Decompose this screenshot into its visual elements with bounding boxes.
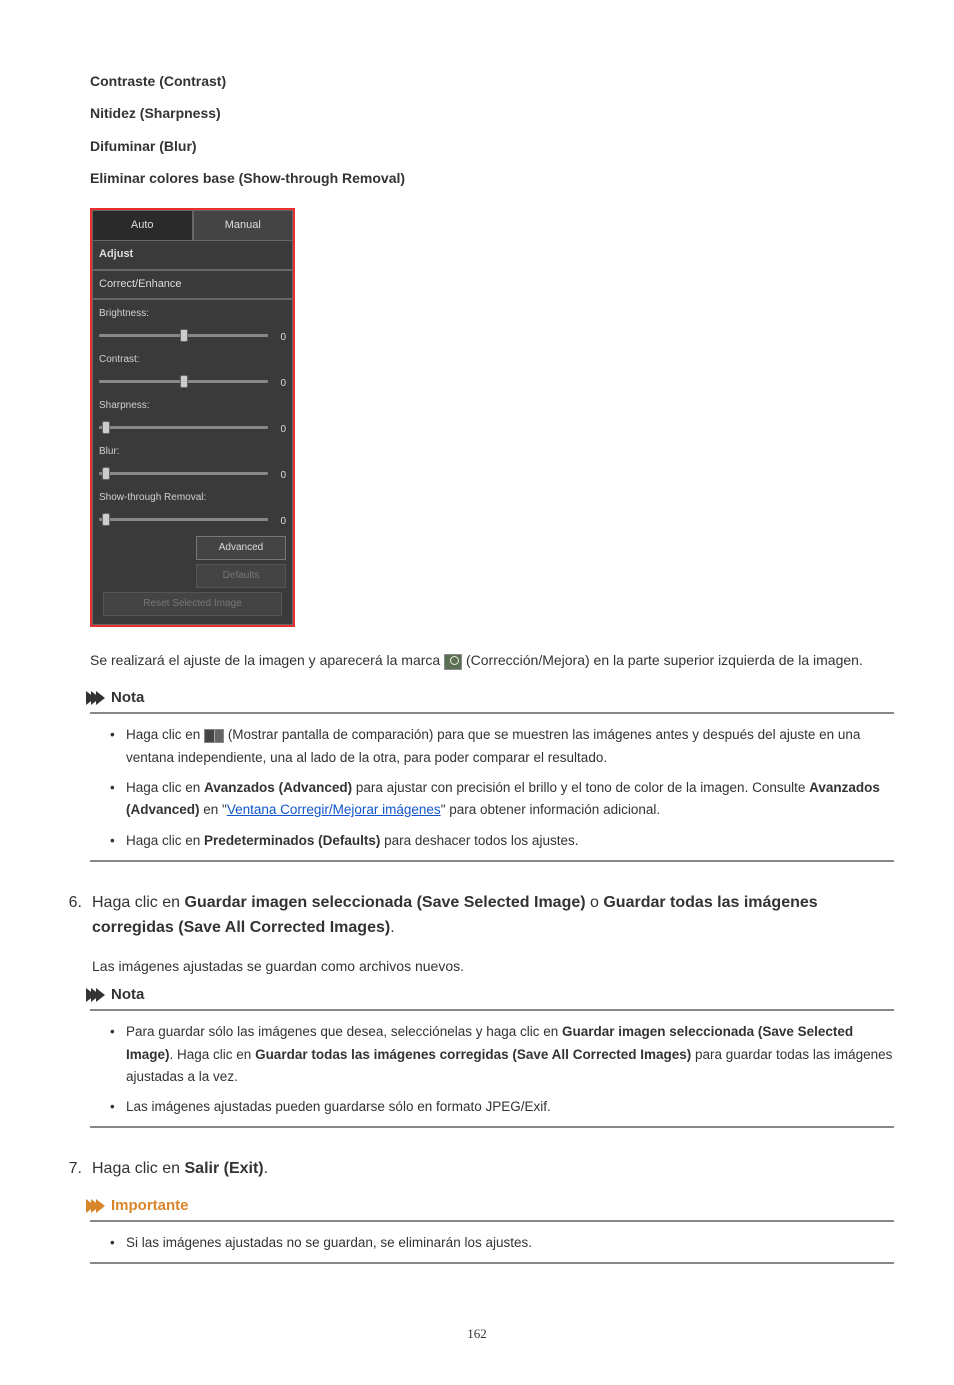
slider-label: Brightness: [99, 306, 286, 322]
slider-row-3: Blur: 0 [99, 444, 286, 484]
note-label: Nota [111, 983, 144, 1007]
note1-item-1: Haga clic en (Mostrar pantalla de compar… [126, 724, 894, 769]
slider-value: 0 [274, 462, 286, 484]
correct-enhance-icon [444, 654, 462, 670]
slider-row-2: Sharpness: 0 [99, 398, 286, 438]
paragraph-adjust-result: Se realizará el ajuste de la imagen y ap… [90, 649, 894, 672]
text-post: (Corrección/Mejora) en la parte superior… [466, 652, 863, 668]
note-divider-bottom [90, 1126, 894, 1128]
note-divider [90, 1009, 894, 1011]
slider-row-1: Contrast: 0 [99, 352, 286, 392]
step-6-number: 6. [60, 890, 92, 941]
slider-row-4: Show-through Removal: 0 [99, 490, 286, 530]
slider-value: 0 [274, 508, 286, 530]
slider-thumb[interactable] [102, 421, 110, 434]
settings-heading-list: Contraste (Contrast) Nitidez (Sharpness)… [90, 70, 894, 190]
note-arrows-icon [90, 988, 105, 1002]
heading-contrast: Contraste (Contrast) [90, 70, 894, 92]
tab-manual[interactable]: Manual [193, 210, 294, 241]
slider-value: 0 [274, 370, 286, 392]
step-6: 6. Haga clic en Guardar imagen seleccion… [60, 890, 894, 941]
slider-track[interactable] [99, 472, 268, 475]
slider-thumb[interactable] [180, 375, 188, 388]
slider-track[interactable] [99, 426, 268, 429]
section-adjust[interactable]: Adjust [92, 240, 293, 270]
heading-showthrough: Eliminar colores base (Show-through Remo… [90, 167, 894, 189]
slider-track[interactable] [99, 334, 268, 337]
slider-row-0: Brightness: 0 [99, 306, 286, 346]
note-box-1: Nota Haga clic en (Mostrar pantalla de c… [90, 686, 894, 861]
reset-selected-image-button[interactable]: Reset Selected Image [103, 592, 282, 616]
slider-thumb[interactable] [102, 467, 110, 480]
slider-label: Contrast: [99, 352, 286, 368]
slider-thumb[interactable] [102, 513, 110, 526]
tab-auto[interactable]: Auto [92, 210, 193, 241]
important-label: Importante [111, 1194, 189, 1218]
advanced-button[interactable]: Advanced [196, 536, 286, 560]
note-arrows-icon [90, 691, 105, 705]
adjust-panel: Auto Manual Adjust Correct/Enhance Brigh… [90, 208, 295, 628]
slider-label: Blur: [99, 444, 286, 460]
slider-track[interactable] [99, 518, 268, 521]
step-6-body: Haga clic en Guardar imagen seleccionada… [92, 890, 894, 941]
heading-blur: Difuminar (Blur) [90, 135, 894, 157]
important-item-1: Si las imágenes ajustadas no se guardan,… [126, 1232, 894, 1254]
note-divider-bottom [90, 860, 894, 862]
note-divider [90, 712, 894, 714]
step-7: 7. Haga clic en Salir (Exit). [60, 1156, 894, 1182]
note2-item-2: Las imágenes ajustadas pueden guardarse … [126, 1096, 894, 1118]
note1-item-3: Haga clic en Predeterminados (Defaults) … [126, 830, 894, 852]
important-divider [90, 1220, 894, 1222]
note-heading-2: Nota [90, 983, 894, 1007]
page-number: 162 [60, 1324, 894, 1345]
heading-sharpness: Nitidez (Sharpness) [90, 102, 894, 124]
slider-value: 0 [274, 416, 286, 438]
slider-track[interactable] [99, 380, 268, 383]
important-divider-bottom [90, 1262, 894, 1264]
note1-item-2: Haga clic en Avanzados (Advanced) para a… [126, 777, 894, 822]
slider-label: Show-through Removal: [99, 490, 286, 506]
important-arrows-icon [90, 1199, 105, 1213]
adjust-panel-screenshot: Auto Manual Adjust Correct/Enhance Brigh… [90, 208, 894, 628]
step-7-body: Haga clic en Salir (Exit). [92, 1156, 894, 1182]
link-correct-enhance-window[interactable]: Ventana Corregir/Mejorar imágenes [227, 802, 441, 817]
important-box: Importante Si las imágenes ajustadas no … [90, 1194, 894, 1264]
note-label: Nota [111, 686, 144, 710]
sliders-container: Brightness:0Contrast:0Sharpness:0Blur:0S… [92, 299, 293, 625]
note-box-2: Nota Para guardar sólo las imágenes que … [90, 983, 894, 1128]
compare-screen-icon [204, 729, 224, 743]
section-correct-enhance[interactable]: Correct/Enhance [92, 270, 293, 300]
text-pre: Se realizará el ajuste de la imagen y ap… [90, 652, 444, 668]
note-heading: Nota [90, 686, 894, 710]
defaults-button[interactable]: Defaults [196, 564, 286, 588]
important-heading: Importante [90, 1194, 894, 1218]
note2-item-1: Para guardar sólo las imágenes que desea… [126, 1021, 894, 1088]
slider-thumb[interactable] [180, 329, 188, 342]
step-6-sub: Las imágenes ajustadas se guardan como a… [92, 955, 894, 977]
slider-value: 0 [274, 324, 286, 346]
slider-label: Sharpness: [99, 398, 286, 414]
step-7-number: 7. [60, 1156, 92, 1182]
